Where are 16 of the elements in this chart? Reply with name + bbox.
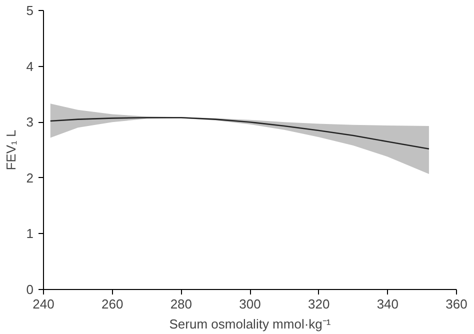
x-tick-label: 300 bbox=[239, 296, 261, 312]
x-axis-title: Serum osmolality mmol·kg⁻¹ bbox=[169, 316, 332, 332]
y-tick-label: 5 bbox=[26, 3, 34, 18]
x-tick-label: 260 bbox=[101, 296, 124, 312]
x-tick-label: 280 bbox=[170, 296, 192, 312]
x-tick-label: 340 bbox=[376, 296, 399, 312]
y-tick-label: 3 bbox=[26, 114, 34, 130]
x-tick-label: 320 bbox=[308, 296, 330, 312]
y-tick-label: 0 bbox=[26, 282, 34, 297]
y-tick-label: 4 bbox=[26, 58, 34, 74]
y-tick-label: 2 bbox=[26, 170, 34, 186]
y-tick-label: 1 bbox=[26, 226, 34, 242]
x-tick-label: 360 bbox=[446, 296, 468, 312]
x-tick-label: 240 bbox=[32, 296, 54, 312]
line-series bbox=[50, 116, 430, 150]
y-axis-title: FEV₁ L bbox=[3, 130, 18, 170]
